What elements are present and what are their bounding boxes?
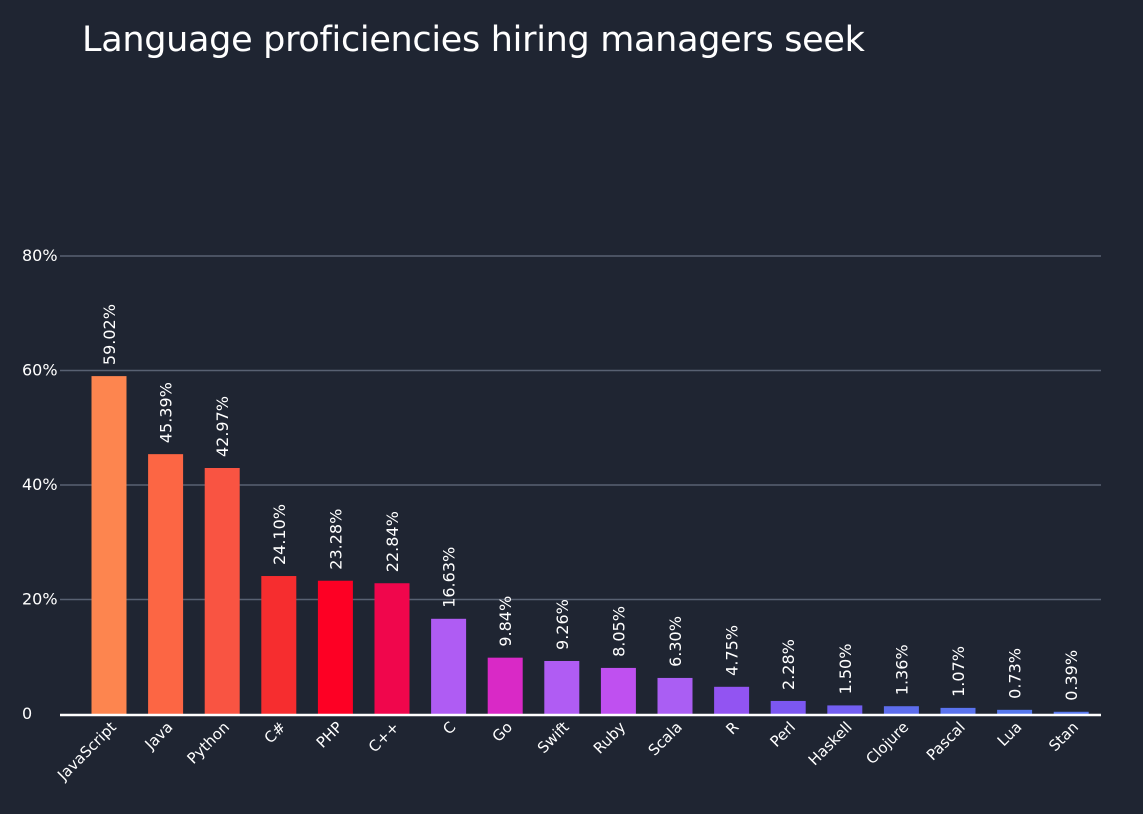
bars <box>91 376 1089 714</box>
x-tick-label: Scala <box>645 718 686 759</box>
data-label: 24.10% <box>270 504 289 565</box>
x-tick-label: JavaScript <box>53 718 120 785</box>
x-tick-label: Java <box>141 718 177 754</box>
bar <box>770 700 806 714</box>
bar <box>1053 711 1089 714</box>
x-tick-label: R <box>722 718 742 738</box>
data-label: 4.75% <box>723 625 742 676</box>
bar <box>487 657 523 714</box>
y-tick-label: 40% <box>22 475 58 494</box>
data-label: 1.07% <box>949 646 968 697</box>
bar <box>827 705 863 714</box>
data-label: 16.63% <box>440 547 459 608</box>
y-tick-label: 20% <box>22 590 58 609</box>
data-label: 59.02% <box>100 304 119 365</box>
y-tick-label: 0 <box>22 704 32 723</box>
data-label: 42.97% <box>213 396 232 457</box>
bar <box>600 667 636 714</box>
bar <box>657 677 693 714</box>
x-tick-label: PHP <box>313 718 346 751</box>
x-tick-label: Pascal <box>923 718 969 764</box>
data-label: 45.39% <box>157 382 176 443</box>
bar <box>940 707 976 714</box>
x-axis: JavaScript Java Python C# PHP C++ C Go Swift Ruby… <box>53 713 1101 785</box>
x-tick-label: Ruby <box>590 718 629 757</box>
bar <box>544 660 580 714</box>
data-label: 9.26% <box>553 599 572 650</box>
bar <box>91 376 127 714</box>
chart-title: Language proficiencies hiring managers s… <box>82 20 865 60</box>
bar <box>883 706 919 714</box>
data-label: 22.84% <box>383 511 402 572</box>
x-tick-label: Python <box>184 718 233 767</box>
data-label: 0.73% <box>1006 648 1025 699</box>
bar <box>714 686 750 714</box>
bar <box>997 709 1033 714</box>
x-tick-label: C <box>439 718 459 738</box>
x-tick-label: Swift <box>534 718 573 757</box>
y-tick-label: 80% <box>22 246 58 265</box>
x-tick-label: Haskell <box>805 718 856 769</box>
data-label: 6.30% <box>666 616 685 667</box>
data-label: 1.36% <box>892 644 911 695</box>
x-tick-label: Stan <box>1045 718 1082 755</box>
x-tick-label: Clojure <box>862 718 912 768</box>
bar <box>374 583 410 714</box>
x-tick-label: Lua <box>994 718 1026 750</box>
x-tick-label: C++ <box>365 718 403 756</box>
bar <box>431 618 467 714</box>
data-label: 0.39% <box>1062 650 1081 701</box>
bar <box>261 576 297 714</box>
data-labels: 59.02% 45.39% 42.97% 24.10% 23.28% 22.84% 16.6… <box>100 304 1081 701</box>
x-tick-label: C# <box>261 718 290 747</box>
data-label: 8.05% <box>609 606 628 657</box>
bar <box>148 454 184 714</box>
y-tick-label: 60% <box>22 361 58 380</box>
bar <box>204 467 240 714</box>
x-tick-label: Perl <box>766 718 799 751</box>
data-label: 23.28% <box>326 509 345 570</box>
data-label: 1.50% <box>836 644 855 695</box>
data-label: 9.84% <box>496 596 515 647</box>
y-axis: 0 20% 40% 60% 80% <box>22 246 58 723</box>
data-label: 2.28% <box>779 639 798 690</box>
x-tick-label: Go <box>489 718 516 745</box>
bar <box>317 580 353 714</box>
